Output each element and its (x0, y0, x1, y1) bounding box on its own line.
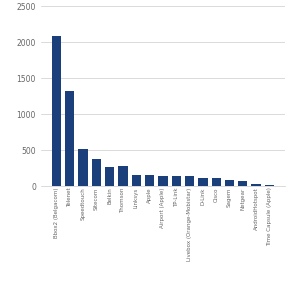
Bar (158, 176, 168, 186)
Bar (172, 176, 181, 186)
Bar (118, 166, 128, 186)
Bar (92, 159, 101, 186)
Bar (145, 175, 154, 186)
Bar (265, 184, 274, 186)
Bar (52, 36, 61, 186)
Bar (225, 180, 234, 186)
Bar (198, 178, 207, 186)
Bar (238, 181, 247, 186)
Bar (185, 176, 194, 186)
Bar (212, 178, 221, 186)
Bar (65, 91, 74, 186)
Bar (132, 175, 141, 186)
Bar (105, 167, 114, 186)
Bar (251, 184, 261, 186)
Bar (79, 148, 88, 186)
